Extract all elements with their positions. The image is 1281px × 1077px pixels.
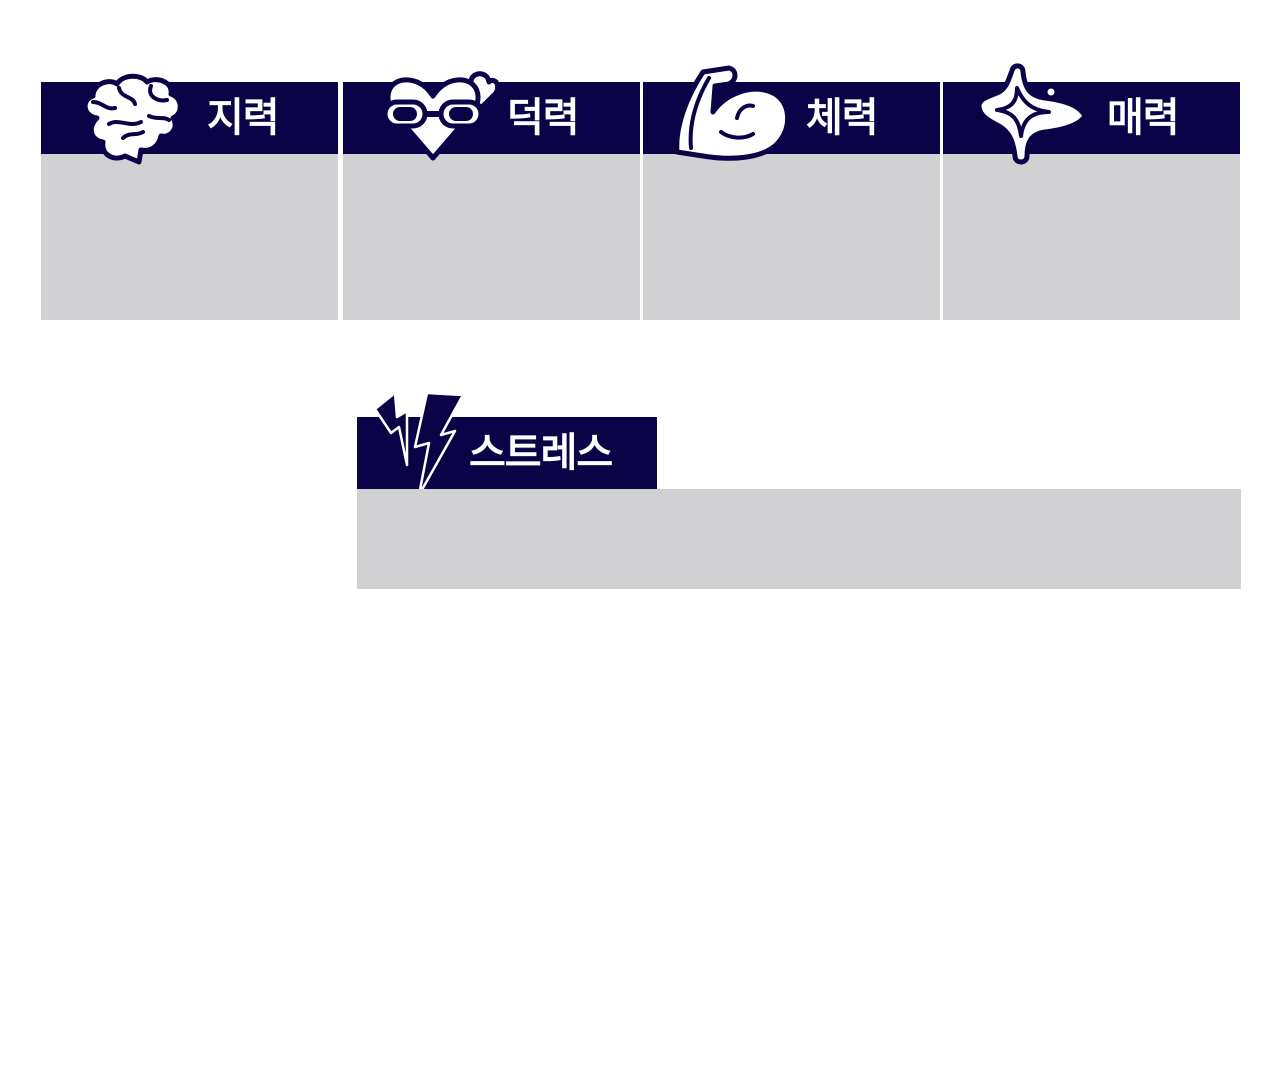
stat-panel-charm <box>943 154 1240 320</box>
stat-label-intelligence: 지력 <box>207 95 280 141</box>
stat-card-intelligence: 지력 <box>41 73 338 320</box>
stat-card-stamina: 체력 <box>643 65 940 320</box>
stat-card-fandom: 덕력 <box>343 71 640 320</box>
stat-panel-fandom <box>343 154 640 320</box>
stat-label-charm: 매력 <box>1107 95 1180 141</box>
stat-header: 매력 <box>943 63 1240 165</box>
lightning-icon <box>373 391 465 497</box>
stat-card-charm: 매력 <box>943 63 1240 320</box>
stress-label: 스트레스 <box>469 430 613 476</box>
stat-header: 지력 <box>41 73 338 165</box>
stat-panel-intelligence <box>41 154 338 320</box>
stat-header: 덕력 <box>343 71 640 161</box>
stat-label-fandom: 덕력 <box>507 95 580 141</box>
stat-header: 체력 <box>643 65 940 161</box>
stress-header: 스트레스 <box>357 391 657 497</box>
stat-panel-stamina <box>643 154 940 320</box>
stress-panel <box>357 489 1241 589</box>
heart-glasses-icon <box>382 71 501 161</box>
sparkle-icon <box>976 63 1088 165</box>
brain-icon <box>82 73 183 165</box>
flexed-arm-icon <box>674 65 791 161</box>
stat-label-stamina: 체력 <box>806 95 879 141</box>
